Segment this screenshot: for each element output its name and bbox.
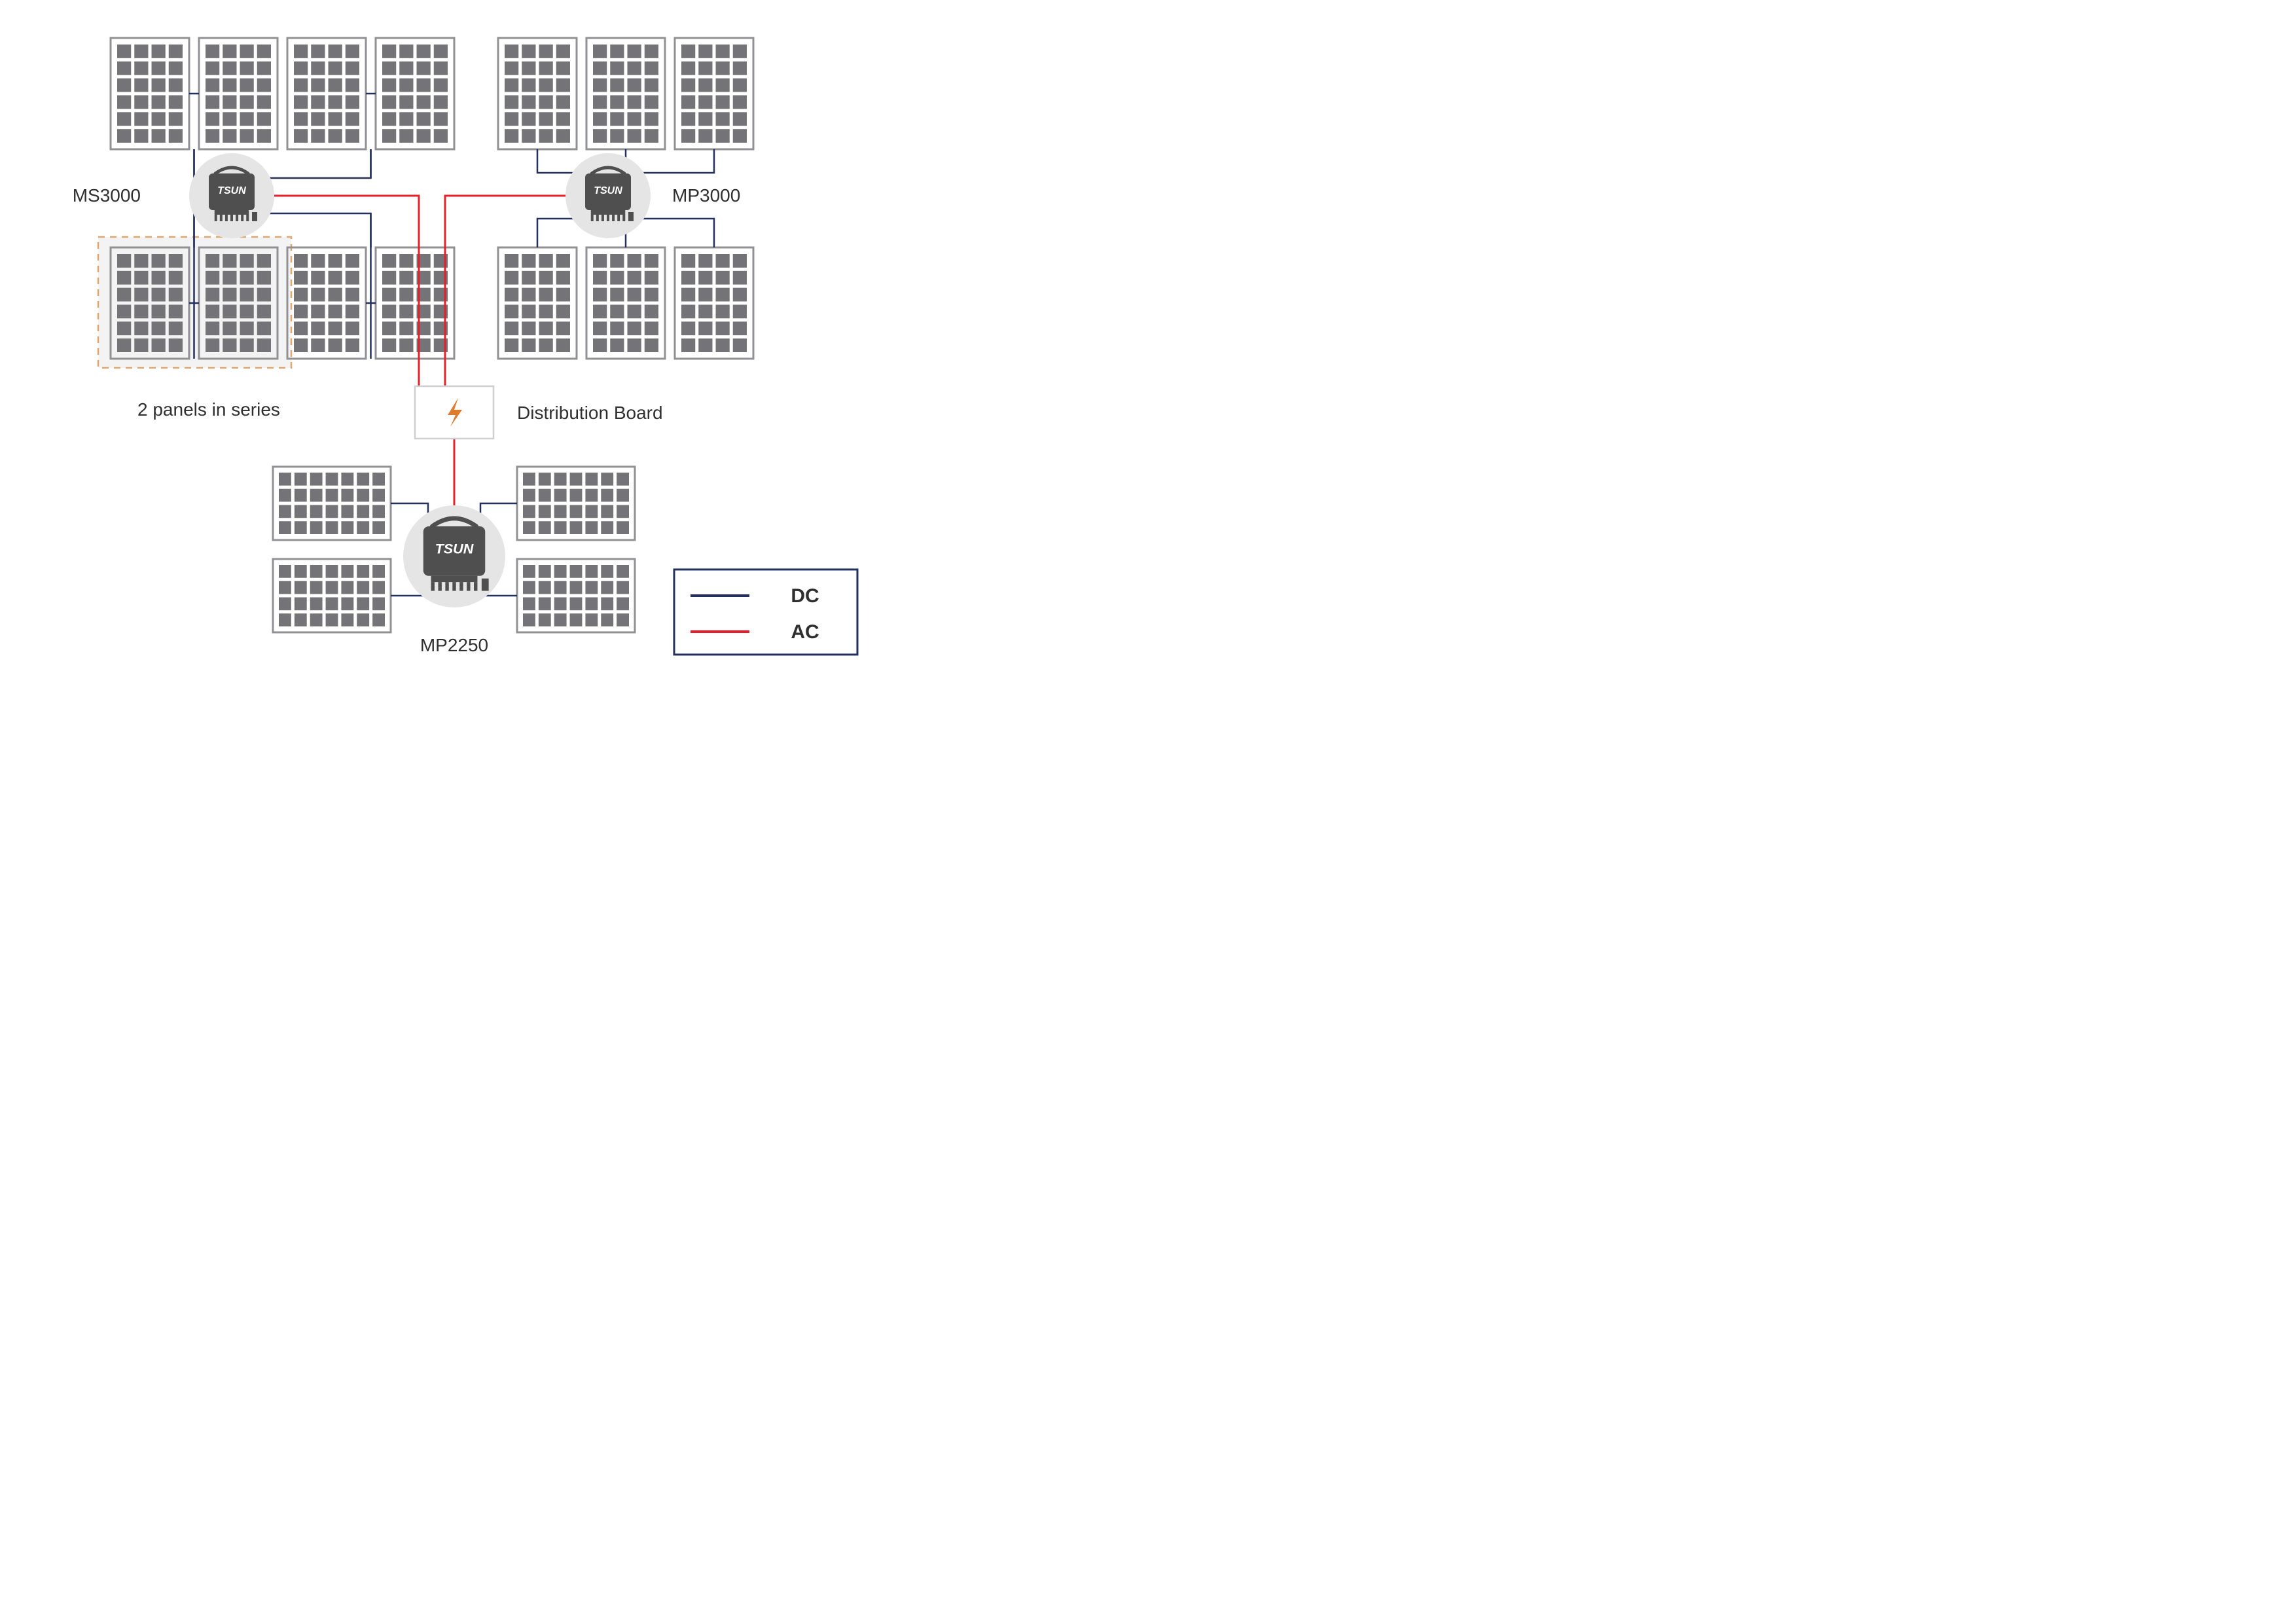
inverter-brand: TSUN <box>594 185 622 196</box>
inverter-label-mp2250: MP2250 <box>420 635 488 655</box>
series-caption: 2 panels in series <box>137 399 280 420</box>
legend: DC AC <box>674 569 857 655</box>
inverter-brand: TSUN <box>217 185 246 196</box>
legend-label-dc: DC <box>791 585 819 607</box>
inverter-brand: TSUN <box>435 541 474 557</box>
legend-label-ac: AC <box>791 621 819 643</box>
distribution-board-label: Distribution Board <box>517 403 663 423</box>
inverter-label-mp3000: MP3000 <box>672 185 740 206</box>
inverter-label-ms3000: MS3000 <box>73 185 141 206</box>
